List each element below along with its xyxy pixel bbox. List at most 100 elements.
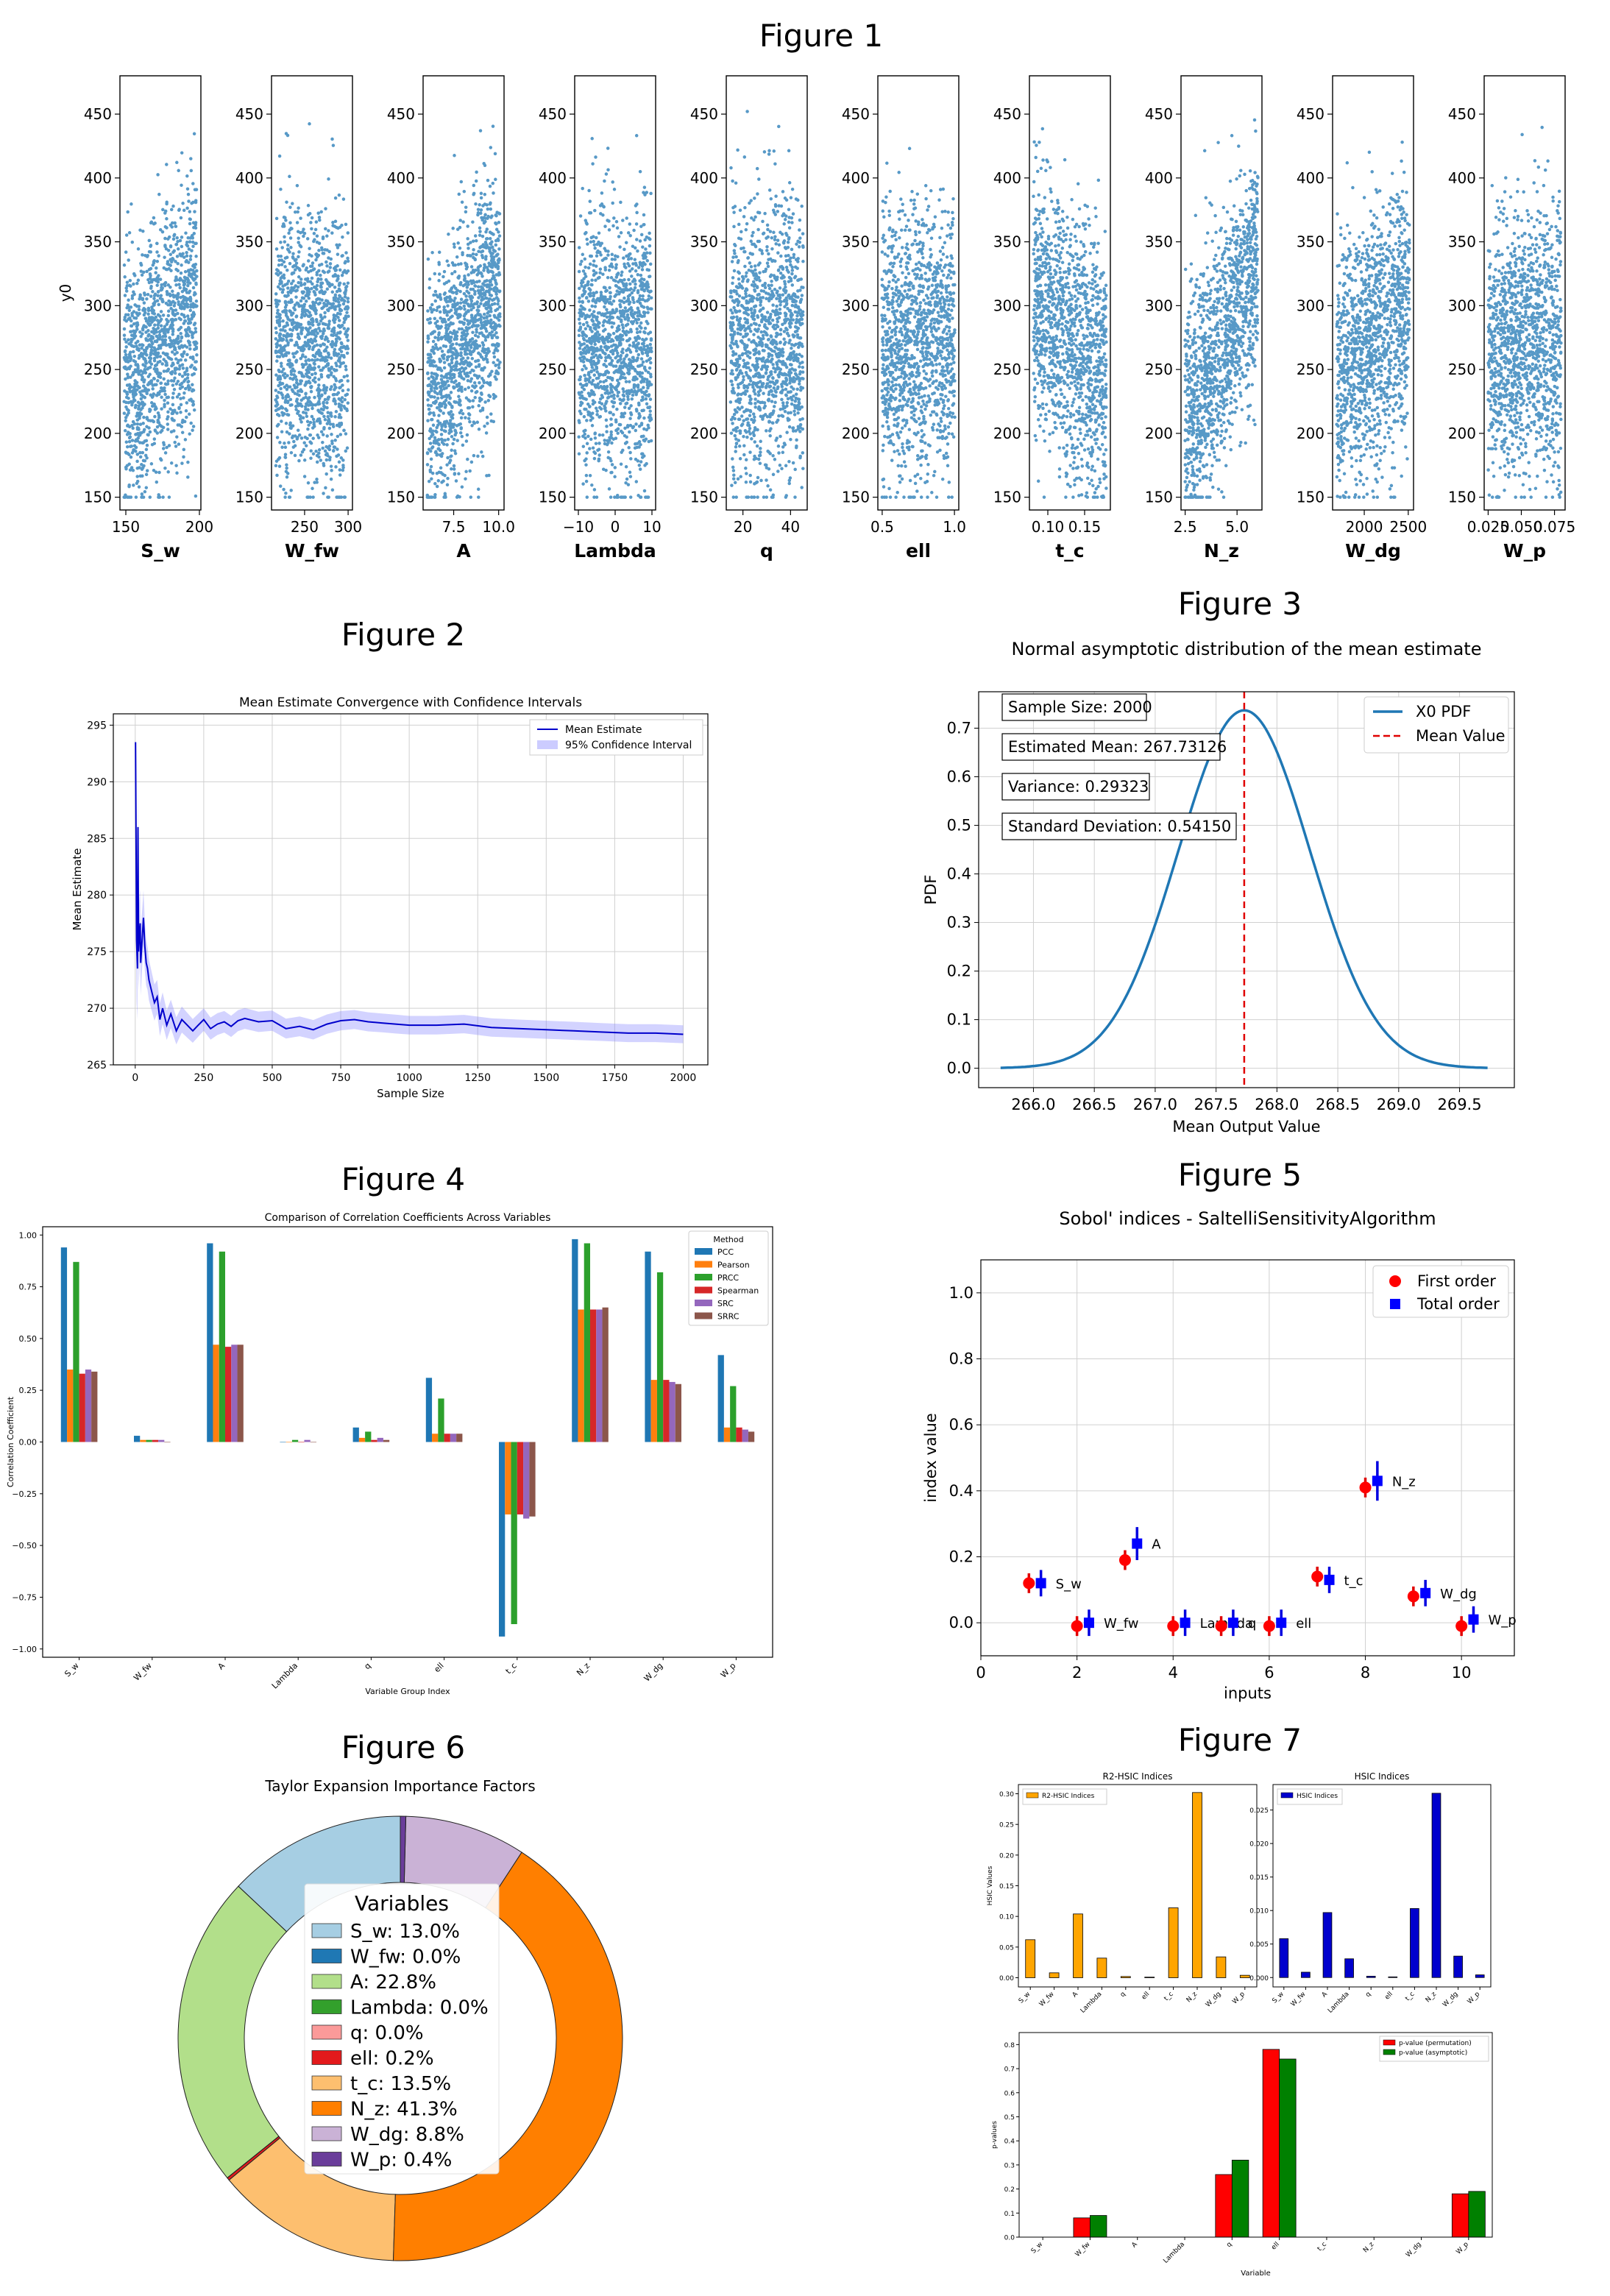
y-tick-label: 350 — [1297, 233, 1324, 251]
x-axis-label: Mean Output Value — [1172, 1118, 1320, 1135]
y-tick-label: 150 — [1448, 489, 1476, 506]
legend: p-value (permutation) p-value (asymptotic… — [1379, 2035, 1489, 2062]
y-tick-label: 450 — [1448, 105, 1476, 123]
annotation-box — [1001, 773, 1150, 801]
y-tick-label: 300 — [1448, 297, 1476, 314]
bar-HSIC Indices-A — [1322, 1912, 1333, 1978]
y-tick-label: 400 — [1448, 169, 1476, 187]
bar-SRRC-t_c — [529, 1442, 536, 1517]
bar-R2-HSIC Indices-S_w — [1025, 1939, 1036, 1978]
bar-HSIC Indices-W_p — [1475, 1974, 1485, 1978]
scatter-frame-q — [726, 75, 808, 511]
bar-HSIC Indices-t_c — [1410, 1908, 1419, 1978]
figure-7-pvalue-bars: 0.0 0.1 0.2 0.3 0.4 0.5 0.6 0.7 0.8 S_w W_fw A Lambd… — [991, 2032, 1493, 2278]
x-axis-label-ell: ell — [906, 540, 931, 561]
total-order-point-W_p — [1468, 1614, 1479, 1625]
legend-box — [529, 719, 703, 756]
legend-entry: p-value (asymptotic) — [1399, 2049, 1467, 2057]
legend-title: Method — [713, 1235, 743, 1244]
first-order-point-q — [1215, 1620, 1227, 1632]
y-tick-label: 250 — [235, 361, 263, 378]
bar-Pearson-Lambda — [286, 1442, 292, 1443]
bar-PCC-W_p — [717, 1355, 724, 1442]
bar-Pearson-W_dg — [650, 1380, 657, 1442]
bar-Pearson-S_w — [67, 1370, 74, 1442]
legend-entry: SRC — [717, 1299, 734, 1308]
scatter-panel-ell: 150 200 250 300 350 400 450 0.5 1.0 ell — [842, 75, 966, 561]
x-tick-label: N_z — [1362, 2241, 1376, 2255]
y-axis-label: Mean Estimate — [71, 848, 84, 931]
legend-entry: N_z: 41.3% — [350, 2099, 458, 2121]
plot-frame — [1272, 1784, 1492, 1988]
total-order-point-A — [1132, 1538, 1143, 1549]
x-tick-label: 1500 — [533, 1072, 559, 1084]
bar-p-value (asymptotic)-ell — [1279, 2058, 1297, 2238]
legend: Mean Estimate 95% Confidence Interval — [529, 719, 703, 756]
legend-box — [1022, 1788, 1107, 1805]
x-axis-label: inputs — [1224, 1684, 1272, 1702]
bar-Pearson-W_p — [723, 1427, 731, 1442]
figure-7-hsic-bars: 0.000 0.005 0.010 0.015 0.020 0.025 S_w W_fw ALa… — [1249, 1771, 1492, 2015]
y-axis-label: PDF — [922, 875, 940, 905]
x-tick-label: t_c — [504, 1661, 519, 1676]
x-axis-label-q: q — [760, 540, 773, 561]
bar-Pearson-ell — [432, 1434, 439, 1442]
y-tick-label: 275 — [87, 946, 107, 958]
y-tick-label: 300 — [1297, 297, 1324, 314]
annotation-text: Sample Size: 2000 — [1008, 698, 1152, 716]
x-tick-label: q — [1225, 2241, 1233, 2249]
y-tick-label: 450 — [842, 105, 870, 123]
y-tick-label: 280 — [87, 890, 107, 901]
y-tick-label: −0.25 — [12, 1489, 37, 1499]
legend-swatch-SRC — [695, 1300, 712, 1306]
annotation-text: Estimated Mean: 267.73126 — [1008, 738, 1227, 756]
y-tick-label: 295 — [87, 720, 107, 731]
y-tick-label: 0.5 — [1004, 2114, 1015, 2122]
y-tick-label: 300 — [235, 297, 263, 314]
bar-Pearson-q — [358, 1437, 366, 1442]
y-tick-label: 300 — [842, 297, 870, 314]
y-tick-label: 200 — [690, 425, 718, 442]
x-tick-label: W_dg — [642, 1661, 665, 1684]
y-tick-label: 150 — [235, 489, 263, 506]
figure-2-convergence-chart: 0 250 500 750 1000 1250 1500 1750 2000 265 270 275 2… — [71, 695, 709, 1100]
x-tick-label: A — [216, 1661, 227, 1672]
y-tick-label: 0.005 — [1249, 1941, 1269, 1949]
plot-frame — [1018, 1784, 1258, 1988]
mean-estimate-line — [135, 742, 684, 1035]
plot-frame — [113, 713, 709, 1066]
x-tick-label: ell — [1270, 2241, 1281, 2252]
legend-swatch-PRCC — [695, 1274, 712, 1280]
legend-swatch-p-value (asymptotic) — [1383, 2049, 1396, 2055]
y-tick-label: 450 — [1297, 105, 1324, 123]
y-tick-label: 350 — [993, 233, 1021, 251]
chart-title: R2-HSIC Indices — [1102, 1771, 1172, 1782]
chart-title: Sobol' indices - SaltelliSensitivityAlgo… — [1059, 1208, 1436, 1229]
legend-entry: ell: 0.2% — [350, 2048, 434, 2070]
total-order-point-q — [1227, 1618, 1238, 1629]
scatter-panel-t_c: 150 200 250 300 350 400 450 0.10 0.15 t_c — [993, 75, 1111, 561]
bar-Pearson-A — [213, 1344, 219, 1442]
y-tick-label: 400 — [84, 169, 112, 187]
y-tick-label: 0.3 — [947, 914, 971, 932]
y-tick-label: 400 — [1297, 169, 1324, 187]
y-tick-label: 0.8 — [1004, 2042, 1015, 2049]
x-tick-label: 269.0 — [1377, 1096, 1421, 1113]
y-tick-label: 0.25 — [999, 1822, 1014, 1829]
y-tick-label: 0.020 — [1249, 1841, 1269, 1849]
x-tick-label: t_c — [1163, 1991, 1174, 2002]
x-axis-label-t_c: t_c — [1055, 540, 1084, 561]
y-tick-label: 0.20 — [999, 1852, 1014, 1860]
y-axis-label: HSIC Values — [987, 1866, 994, 1905]
total-order-point-W_dg — [1420, 1587, 1431, 1598]
bar-SRRC-W_dg — [675, 1383, 681, 1442]
first-order-point-W_fw — [1071, 1620, 1083, 1632]
x-tick-label: 1000 — [396, 1072, 422, 1084]
y-tick-label: 0.75 — [19, 1283, 38, 1292]
pdf-curve — [1000, 709, 1488, 1069]
first-order-point-A — [1118, 1553, 1131, 1566]
total-order-point-S_w — [1035, 1578, 1046, 1589]
x-tick-label: W_fw — [1290, 1991, 1308, 2008]
y-tick-label: 400 — [690, 169, 718, 187]
scatter-panel-W_dg: 150 200 250 300 350 400 450 2000 2500 W_dg — [1297, 75, 1427, 561]
